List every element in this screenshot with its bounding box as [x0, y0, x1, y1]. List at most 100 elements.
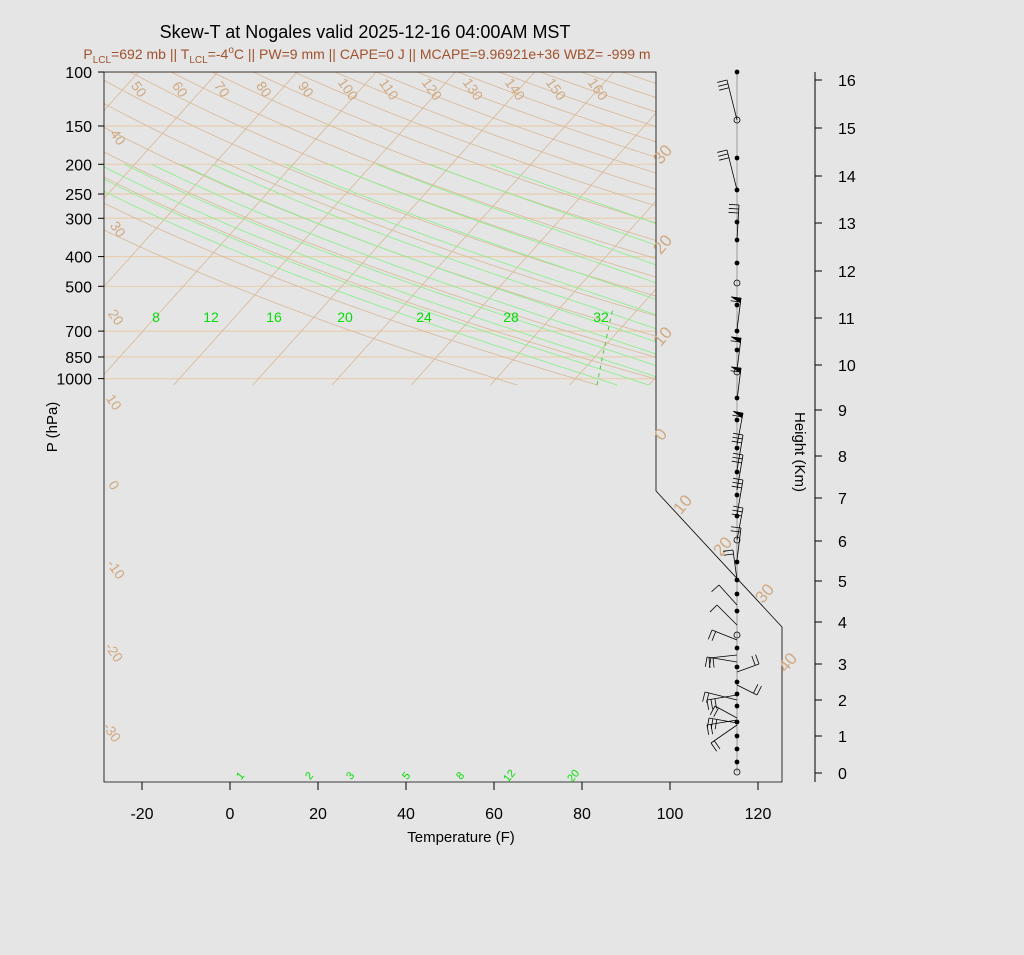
wind-barb-feather: [706, 717, 710, 728]
wind-barb-feather: [756, 685, 762, 696]
pressure-tick-label: 200: [65, 157, 92, 174]
wind-level-marker: [734, 746, 740, 752]
isotherm-label-top: 80: [253, 78, 275, 100]
mixing-ratio-label: 1: [234, 770, 247, 782]
wind-barb: [732, 549, 738, 581]
wind-barb-feather: [728, 208, 739, 210]
isotherm-label-top: 130: [460, 75, 487, 103]
wind-barb-feather: [710, 742, 718, 752]
moist-adiabat-label: 8: [152, 309, 160, 325]
height-tick-label: 6: [838, 534, 847, 551]
wind-level-marker: [734, 703, 740, 709]
isotherm-label-right: 30: [751, 580, 778, 607]
moist-adiabat-line: [151, 163, 745, 386]
wind-level-marker: [734, 347, 740, 353]
isotherm-label-top: 140: [502, 75, 529, 103]
wind-barb-feather: [732, 414, 743, 418]
moist-adiabat-line: [489, 163, 782, 386]
wind-barb-feather: [707, 629, 713, 640]
moist-adiabat-line: [376, 163, 782, 386]
wind-barb-feather: [723, 549, 734, 552]
wind-level-marker: [734, 608, 740, 614]
dry-adiabat-line: [125, 72, 782, 386]
wind-barb-feather: [718, 83, 729, 87]
dry-adiabat-line: [573, 72, 782, 386]
dry-adiabat-line: [777, 72, 782, 386]
moist-adiabat-line: [104, 163, 649, 386]
dry-adiabat-line: [104, 72, 679, 386]
height-axis-label: Height (Km): [791, 412, 808, 492]
wind-barb-feather: [702, 691, 706, 702]
height-tick-label: 16: [838, 73, 856, 90]
height-tick-label: 2: [838, 693, 847, 710]
dry-adiabat-line: [614, 72, 782, 386]
height-tick-label: 15: [838, 121, 856, 138]
isotherm-label-top: 120: [419, 75, 446, 103]
wind-barb-feather: [717, 79, 728, 83]
grid-labels: 50 60 70 80 90 100 110 120 130 140 150 160403020100…: [100, 75, 801, 785]
temperature-tick-label: 60: [485, 806, 503, 823]
isotherm-label-right: 10: [669, 491, 696, 518]
wind-level-marker: [734, 155, 740, 161]
isotherm-line: [886, 65, 1024, 385]
isotherm-label-left: 10: [103, 391, 125, 413]
wind-barb-feather: [713, 740, 721, 750]
mixing-ratio-label: 3: [344, 770, 357, 782]
wind-barb-feather: [717, 149, 728, 153]
wind-barb-feather: [706, 699, 710, 710]
wind-barb-feather: [728, 212, 739, 214]
wind-barb-feather: [711, 631, 717, 641]
pressure-tick-label: 300: [65, 211, 92, 228]
height-tick-label: 10: [838, 358, 856, 375]
moist-adiabat-label: 20: [337, 309, 353, 325]
isotherm-line: [173, 72, 462, 386]
moist-adiabat-label: 28: [503, 309, 519, 325]
wind-barb-feather: [718, 153, 729, 157]
mixing-ratio-line: [706, 310, 717, 386]
isotherm-label-top: 150: [543, 75, 570, 103]
moist-adiabat-label: 16: [266, 309, 282, 325]
height-tick-label: 0: [838, 766, 847, 783]
isotherm-label-left: 20: [105, 306, 127, 328]
wind-barb-feather: [733, 477, 744, 481]
dry-adiabat-line: [104, 72, 598, 386]
mixing-ratio-label: 5: [400, 770, 413, 782]
height-tick-label: 1: [838, 729, 847, 746]
wind-barb: [736, 684, 758, 696]
temperature-tick-label: 40: [397, 806, 415, 823]
plot-border: [103, 71, 783, 783]
wind-level-marker: [734, 469, 740, 475]
moist-adiabat-line: [247, 163, 782, 386]
dry-adiabat-line: [165, 72, 782, 386]
wind-barb: [736, 479, 744, 516]
isotherm-line: [0, 65, 66, 385]
isotherm-label-right: 0: [650, 425, 671, 444]
wind-level-marker: [734, 759, 740, 765]
temperature-tick-label: 120: [745, 806, 772, 823]
pressure-tick-label: 700: [65, 324, 92, 341]
wind-barb-feather: [723, 553, 734, 556]
moist-adiabat-line: [180, 163, 776, 386]
isotherm-label-top: 90: [295, 78, 317, 100]
wind-level-marker: [734, 445, 740, 451]
wind-barb-feather: [753, 684, 759, 694]
wind-barb: [736, 337, 742, 371]
height-tick-label: 8: [838, 449, 847, 466]
mixing-ratio-line: [865, 311, 866, 386]
wind-barb-feather: [731, 513, 742, 517]
wind-level-marker: [734, 591, 740, 597]
wind-barb-feather: [709, 604, 718, 613]
wind-barb-feather: [731, 460, 742, 464]
height-tick-label: 9: [838, 403, 847, 420]
moist-adiabat-label: 24: [416, 309, 432, 325]
wind-barb: [718, 584, 738, 606]
isotherm-line: [966, 65, 1024, 385]
moist-adiabat-line: [212, 163, 782, 386]
dry-adiabat-line: [328, 72, 782, 386]
isotherm-line: [104, 72, 225, 386]
wind-barb: [736, 663, 760, 673]
wind-level-marker: [733, 631, 741, 639]
moist-adiabat-line: [104, 163, 618, 386]
dry-adiabat-line: [736, 72, 782, 386]
